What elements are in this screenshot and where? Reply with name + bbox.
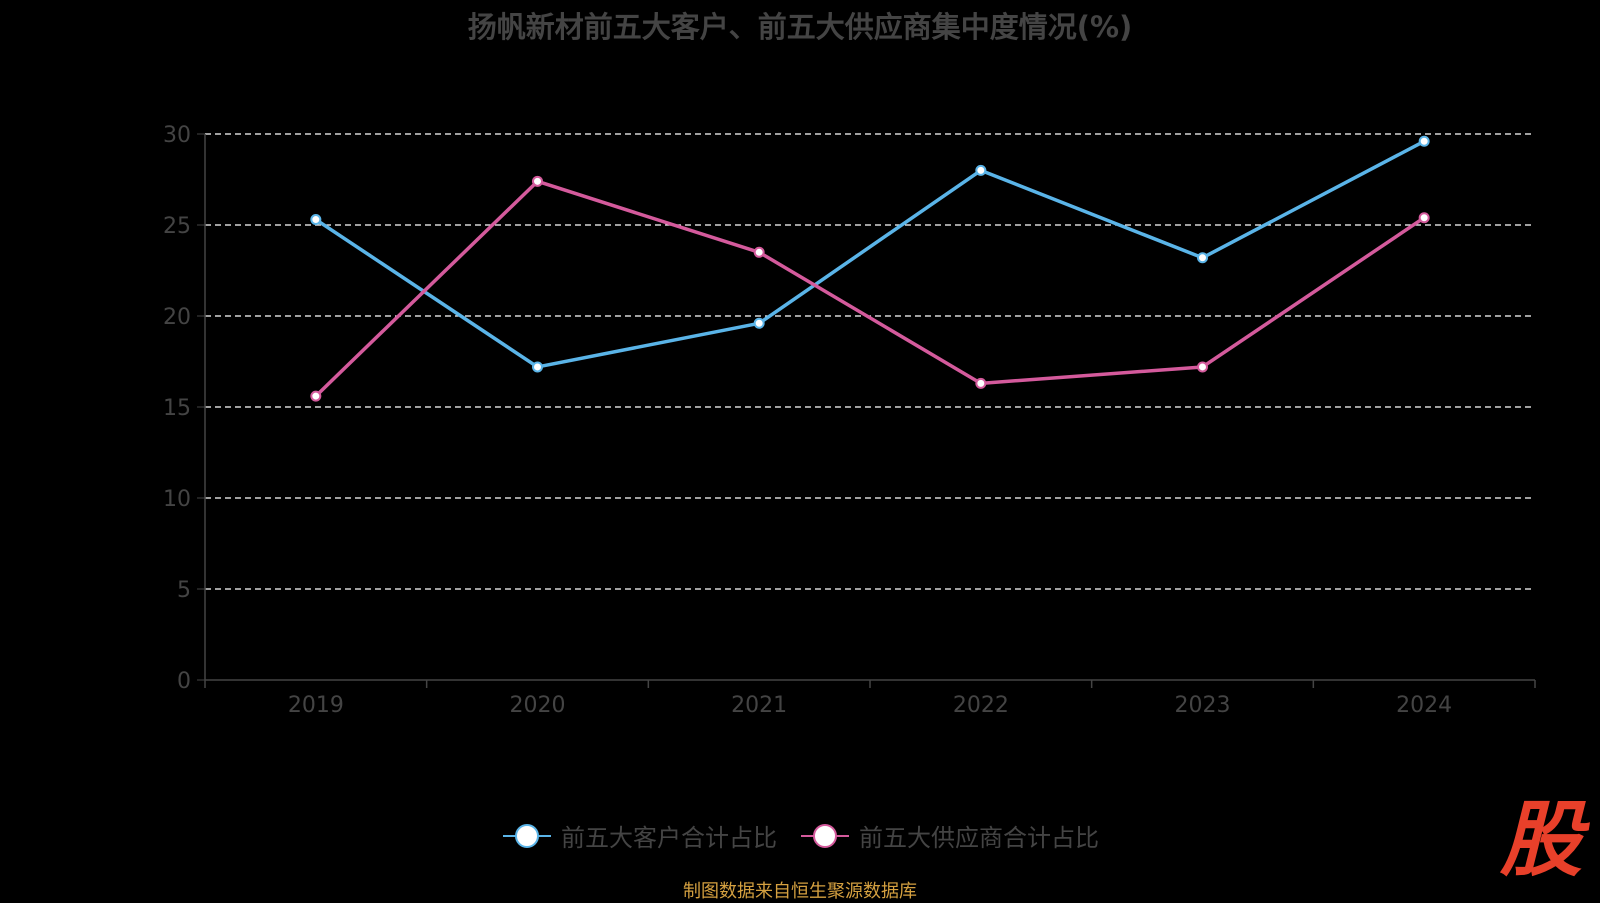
- legend-marker-customers: [503, 823, 551, 848]
- legend-item-customers[interactable]: 前五大客户合计占比: [501, 818, 777, 853]
- y-tick-label-25: 25: [163, 214, 191, 239]
- x-tick-label-2020: 2020: [510, 693, 566, 718]
- legend-marker-suppliers: [801, 823, 849, 848]
- series-1-point-2019: [310, 390, 322, 402]
- y-tick-label-15: 15: [163, 396, 191, 421]
- x-tick-label-2019: 2019: [288, 693, 344, 718]
- x-tick-label-2022: 2022: [953, 693, 1009, 718]
- series-1-point-2023: [1197, 361, 1208, 373]
- series-0-point-2023: [1197, 252, 1208, 264]
- series-1-point-2024: [1418, 212, 1430, 224]
- series-1-point-2021: [753, 246, 765, 258]
- series-1-point-2022: [975, 377, 987, 389]
- x-tick-label-2021: 2021: [731, 693, 787, 718]
- y-tick-label-10: 10: [163, 487, 191, 512]
- y-tick-label-20: 20: [163, 305, 191, 330]
- legend-item-suppliers[interactable]: 前五大供应商合计占比: [799, 818, 1099, 853]
- series-0-point-2022: [975, 164, 987, 176]
- legend-label-suppliers: 前五大供应商合计占比: [859, 824, 1099, 852]
- legend: 前五大客户合计占比 前五大供应商合计占比: [0, 818, 1600, 853]
- x-tick-label-2024: 2024: [1396, 693, 1452, 718]
- y-tick-label-30: 30: [163, 123, 191, 148]
- chart-title: 扬帆新材前五大客户、前五大供应商集中度情况(%): [467, 10, 1133, 44]
- series-line-0: [314, 139, 1425, 369]
- y-tick-label-5: 5: [177, 578, 191, 603]
- series-0-point-2019: [310, 214, 322, 226]
- source-note: 制图数据来自恒生聚源数据库: [683, 881, 917, 902]
- brand-logo: 股: [1500, 793, 1582, 888]
- series-1-point-2020: [532, 175, 543, 187]
- series-0-point-2024: [1418, 135, 1430, 147]
- legend-label-customers: 前五大客户合计占比: [561, 824, 777, 852]
- y-tick-label-0: 0: [177, 669, 191, 694]
- x-tick-label-2023: 2023: [1175, 693, 1231, 718]
- series-0-point-2021: [753, 317, 765, 329]
- series-0-point-2020: [532, 361, 543, 373]
- series-line-1: [314, 179, 1426, 398]
